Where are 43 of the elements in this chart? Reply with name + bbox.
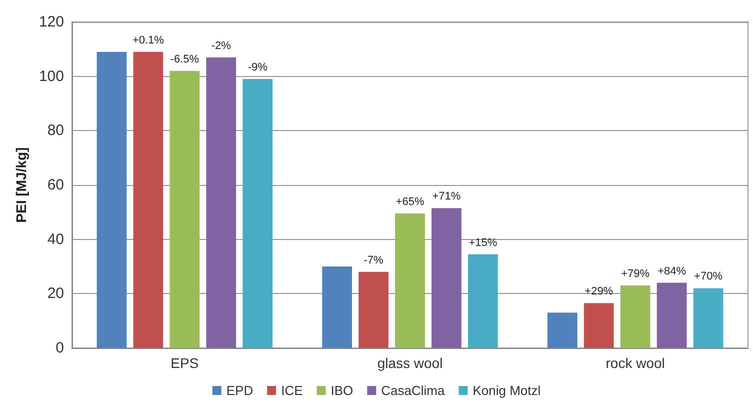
annotation: -6.5%	[170, 53, 200, 66]
legend-label: EPD	[226, 383, 254, 398]
bar	[620, 286, 650, 348]
annotation: +29%	[584, 286, 614, 298]
annotation: -7%	[364, 254, 384, 266]
annotation: -2%	[211, 40, 232, 52]
y-tick-label: 0	[56, 340, 64, 356]
bar	[693, 288, 724, 348]
annotation: +84%	[658, 265, 686, 278]
legend-label: CasaClima	[381, 383, 446, 398]
bar	[547, 312, 578, 348]
bar	[584, 303, 614, 348]
bar	[96, 52, 127, 348]
bar	[358, 272, 388, 348]
legend-label: ICE	[281, 383, 304, 398]
annotation: +0.1%	[132, 34, 164, 46]
y-tick-label: 20	[47, 285, 64, 302]
y-axis-title: PEI [MJ/kg]	[13, 147, 30, 223]
x-tick-label: EPS	[170, 355, 199, 371]
y-tick-label: 120	[38, 14, 64, 30]
bar	[322, 266, 352, 348]
bar	[242, 79, 273, 348]
annotation: +15%	[468, 236, 498, 249]
bar	[395, 214, 425, 348]
y-tick-label: 80	[47, 122, 64, 140]
legend-label: IBO	[330, 383, 354, 398]
legend-label: Konig Motzl	[472, 383, 541, 398]
annotation: -9%	[248, 62, 268, 74]
annotation: +70%	[694, 270, 723, 283]
bar	[170, 70, 200, 348]
bar	[432, 208, 462, 348]
x-tick-label: rock wool	[606, 355, 665, 371]
y-tick-label: 40	[47, 230, 64, 248]
y-tick-label: 100	[38, 68, 64, 85]
bar	[206, 57, 236, 348]
x-tick-label: glass wool	[377, 355, 443, 371]
annotation: +71%	[432, 190, 461, 203]
bar	[468, 254, 498, 348]
annotation: +65%	[396, 196, 424, 208]
bar	[133, 52, 164, 348]
annotation: +79%	[621, 268, 650, 280]
y-tick-label: 60	[47, 176, 64, 194]
bar	[656, 282, 687, 348]
